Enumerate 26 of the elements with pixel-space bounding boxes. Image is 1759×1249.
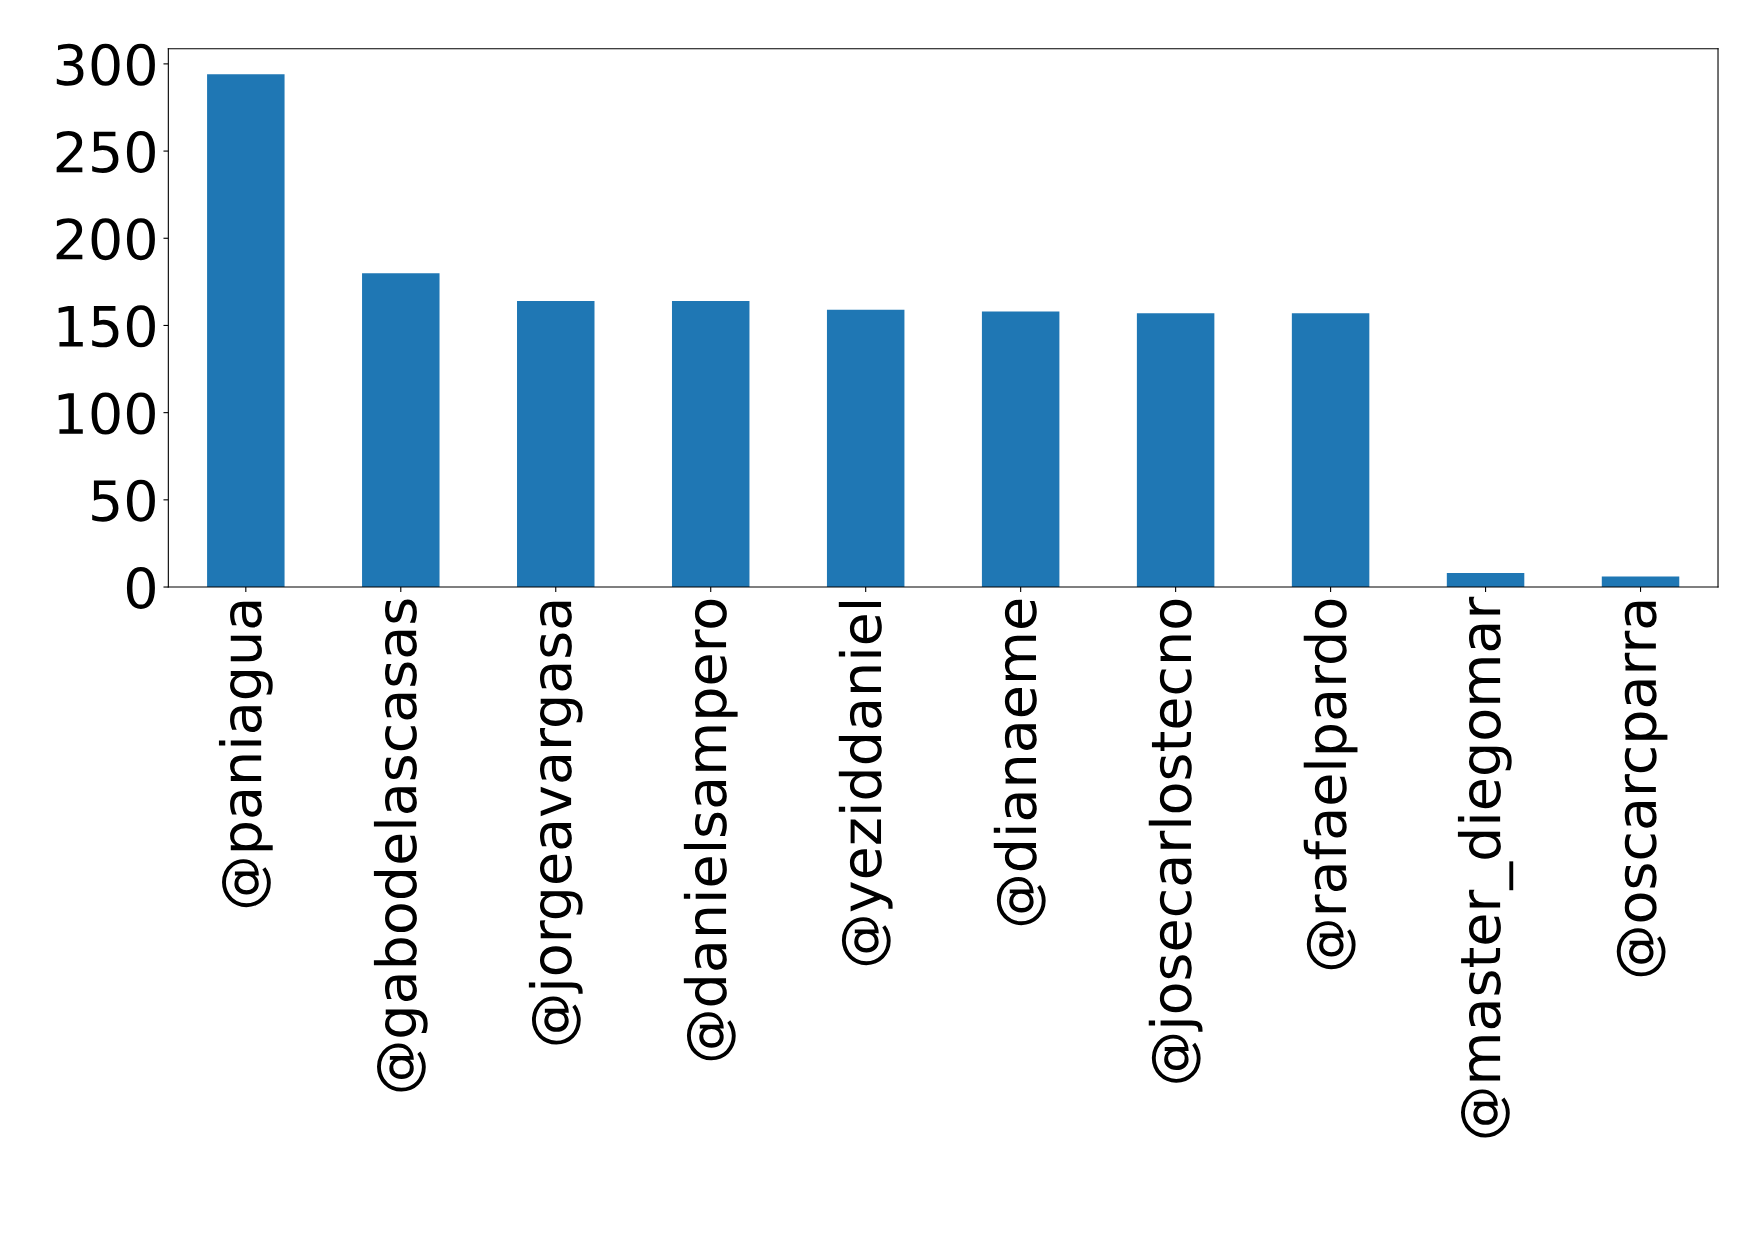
x-tick-label: @dianaeme (993, 599, 1046, 926)
bar (981, 311, 1060, 588)
bar (517, 301, 595, 588)
x-tick-label: @josecarlostecno (1148, 599, 1203, 1083)
x-tick-label: @paniagua (218, 601, 273, 908)
x-tick-label: @gabodelascasas (373, 599, 428, 1092)
x-tick-label: @danielsampero (683, 599, 738, 1061)
x-tick-label: @yeziddaniel (838, 601, 893, 966)
bar (1136, 313, 1215, 588)
bar (826, 309, 905, 588)
y-tick-label: 150 (58, 305, 155, 348)
bar (671, 301, 750, 588)
y-tick-label: 300 (56, 43, 155, 86)
bar (1446, 573, 1525, 588)
y-tick-label: 0 (126, 566, 155, 609)
bar (207, 74, 285, 588)
y-tick-label: 100 (58, 392, 155, 435)
bar (1291, 313, 1370, 588)
y-tick-label: 50 (92, 479, 155, 522)
x-tick-label: @rafaelpardo (1303, 599, 1358, 970)
x-tick-label: @master_diegomar (1457, 596, 1514, 1138)
bar (362, 273, 440, 588)
y-tick-label: 250 (56, 130, 155, 173)
y-tick-label: 200 (56, 218, 155, 261)
x-tick-label: @oscarcparra (1616, 601, 1668, 977)
x-tick-label: @jorgeavargasa (528, 601, 583, 1045)
